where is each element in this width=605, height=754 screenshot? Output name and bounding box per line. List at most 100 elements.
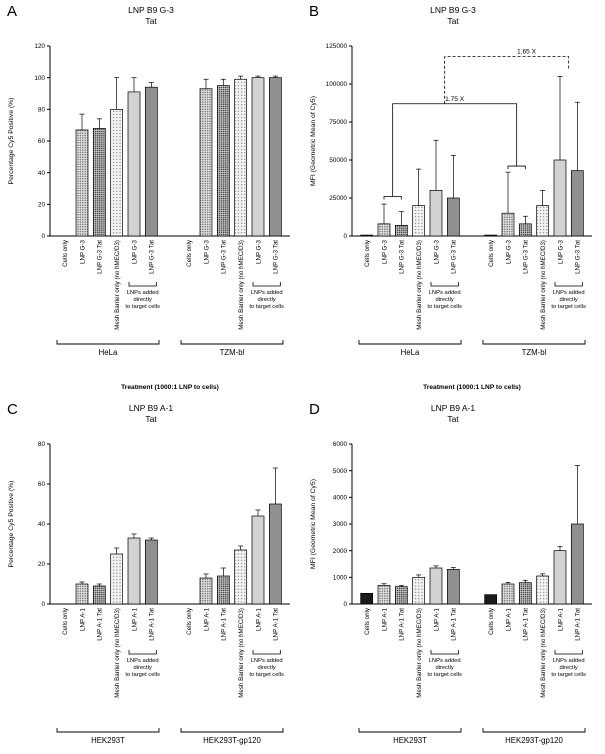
group-label: TZM-bl	[522, 348, 547, 357]
direct-bracket-label: directly	[559, 297, 577, 303]
x-tick-label: LNP A-1	[433, 607, 440, 630]
group-bracket	[56, 728, 160, 733]
panel-d: D LNP B9 A-1 Tat 0 1000 2000 3000 4000 5000 60…	[302, 398, 604, 754]
x-tick-label: Cells only	[488, 239, 495, 267]
y-tick-label: 60	[38, 138, 46, 145]
x-tick-label: Cells only	[186, 607, 193, 635]
x-tick-label: LNP A-1	[203, 607, 210, 630]
bar	[110, 553, 124, 605]
bar	[536, 205, 550, 237]
x-tick-label: Mesh Barrier only (no hMEC/D3)	[114, 608, 121, 698]
panel-letter: B	[309, 3, 320, 20]
direct-bracket	[252, 650, 281, 655]
bar	[518, 582, 532, 605]
direct-bracket-label: directly	[257, 665, 275, 671]
x-tick-label: Mesh Barrier only (no hMEC/D3)	[540, 608, 547, 698]
bar	[501, 583, 515, 605]
y-tick-label: 100000	[326, 81, 348, 88]
y-tick-label: 50000	[329, 157, 347, 164]
panel-title: LNP B9 G-3 Tat	[430, 5, 476, 27]
bar	[199, 88, 213, 237]
direct-bracket	[128, 650, 157, 655]
x-tick-label: LNP G-3 Tat	[221, 240, 228, 274]
x-tick-label: LNP G-3	[557, 239, 564, 264]
x-tick-label: LNP A-1	[505, 607, 512, 630]
x-tick-label: LNP A-1 Tat	[221, 608, 228, 641]
x-tick-label: LNP A-1 Tat	[523, 608, 530, 641]
panel-letter: A	[7, 3, 18, 20]
bar	[199, 577, 213, 605]
pair-bracket	[383, 196, 402, 200]
x-tick-label: LNP G-3	[203, 239, 210, 264]
direct-bracket-label: LNPs added	[429, 290, 461, 296]
direct-bracket-label: LNPs added	[127, 658, 159, 664]
y-tick-label: 20	[38, 202, 46, 209]
bar	[394, 586, 408, 605]
direct-bracket	[128, 282, 157, 287]
x-tick-label: Cells only	[62, 607, 69, 635]
group-label: HEK293T	[91, 736, 125, 745]
direct-bracket-label: LNPs added	[429, 658, 461, 664]
panel-title: LNP B9 G-3 Tat	[128, 5, 174, 27]
x-tick-label: LNP A-1 Tat	[399, 608, 406, 641]
bar	[251, 515, 265, 605]
bar-chart-panel-c: 0 20 40 60 80 Percentage Cy5 Positive (%) Cell…	[8, 441, 290, 745]
direct-bracket-label: to target cells	[551, 672, 586, 678]
bar	[377, 223, 391, 237]
y-tick-label: 0	[41, 601, 45, 608]
comparison-label: 1.65 X	[517, 49, 537, 56]
bar	[268, 77, 282, 237]
x-tick-label: LNP A-1 Tat	[273, 608, 280, 641]
y-tick-label: 80	[38, 107, 46, 114]
direct-bracket-label: LNPs added	[251, 290, 283, 296]
y-axis-title: MFI (Geometric Mean of Cy5)	[310, 96, 317, 186]
panel-letter: D	[309, 401, 320, 418]
direct-bracket-label: LNPs added	[251, 658, 283, 664]
bar	[75, 129, 89, 237]
group-label: HEK293T-gp120	[505, 736, 563, 745]
x-tick-label: LNP G-3	[255, 239, 262, 264]
bar	[110, 108, 124, 237]
direct-bracket	[430, 650, 459, 655]
bar	[216, 575, 230, 605]
y-tick-label: 80	[38, 441, 46, 448]
x-tick-label: Cells only	[364, 607, 371, 635]
x-tick-label: LNP A-1 Tat	[149, 608, 156, 641]
direct-bracket-label: to target cells	[427, 672, 462, 678]
group-label: HEK293T	[393, 736, 427, 745]
comparison-label: 1.75 X	[445, 96, 465, 103]
y-tick-label: 1000	[333, 575, 348, 582]
group-label: TZM-bl	[220, 348, 245, 357]
x-tick-label: LNP G-3 Tat	[97, 240, 104, 274]
bar	[360, 234, 374, 237]
direct-bracket-label: directly	[257, 297, 275, 303]
panel-a: A LNP B9 G-3 Tat 0 20 40 60 80 100 120 Percenta…	[0, 0, 302, 398]
y-tick-label: 120	[34, 43, 45, 50]
x-tick-label: Mesh Barrier only (no hMEC/D3)	[416, 608, 423, 698]
bar	[412, 205, 426, 237]
bar	[446, 197, 460, 237]
x-tick-label: LNP A-1 Tat	[451, 608, 458, 641]
bar	[553, 159, 567, 237]
x-tick-label: LNP G-3	[433, 239, 440, 264]
bar	[92, 127, 106, 237]
direct-bracket-label: directly	[559, 665, 577, 671]
x-tick-label: Mesh Barrier only (no hMEC/D3)	[416, 240, 423, 330]
group-label: HeLa	[99, 348, 118, 357]
group-bracket	[358, 728, 462, 733]
bar	[75, 583, 89, 605]
x-tick-label: LNP G-3 Tat	[451, 240, 458, 274]
x-axis-title: Treatment (1000:1 LNP to cells)	[423, 384, 521, 391]
x-tick-label: LNP G-3	[505, 239, 512, 264]
direct-bracket	[554, 282, 583, 287]
bar	[144, 86, 158, 237]
bar	[377, 584, 391, 605]
y-axis-title: Percentage Cy5 Positive (%)	[8, 481, 15, 568]
bar	[484, 594, 498, 605]
direct-bracket	[252, 282, 281, 287]
y-tick-label: 75000	[329, 119, 347, 126]
y-tick-label: 5000	[333, 468, 348, 475]
direct-bracket-label: to target cells	[427, 304, 462, 310]
pair-bracket	[507, 165, 526, 170]
group-label: HeLa	[401, 348, 420, 357]
